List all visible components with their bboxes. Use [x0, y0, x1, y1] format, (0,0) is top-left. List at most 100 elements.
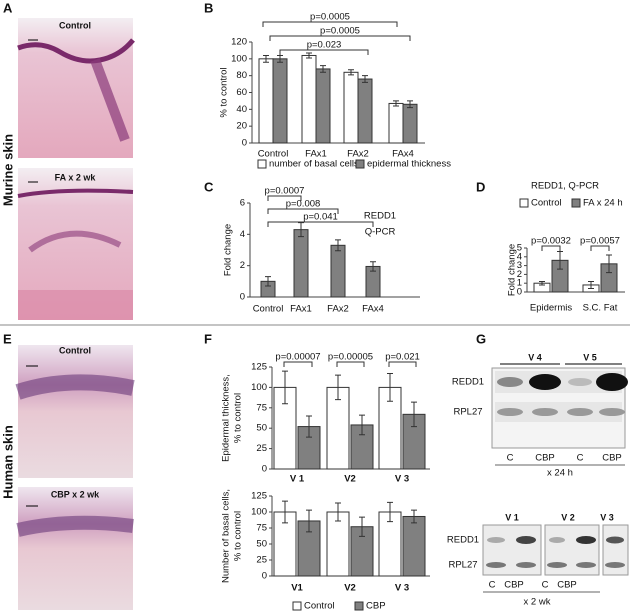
- y-tick-label: 100: [231, 53, 247, 64]
- x-tick-label: V2: [344, 583, 356, 594]
- bar: [301, 54, 317, 144]
- panel-label: D: [476, 179, 485, 194]
- image-label: Control: [59, 20, 91, 30]
- x-tick-label: Epidermis: [530, 303, 572, 314]
- significance-bracket: [283, 361, 313, 367]
- lane-label: C: [577, 453, 584, 464]
- y-tick-label: 1: [517, 278, 522, 289]
- p-value: p=0.0007: [265, 186, 305, 197]
- p-value: p=0.00005: [328, 352, 373, 363]
- y-axis-label: Epidermal thickness,: [221, 374, 232, 462]
- p-value: p=0.0005: [310, 12, 350, 23]
- x-tick-label: S.C. Fat: [583, 303, 618, 314]
- chart-label: Q-PCR: [365, 227, 396, 238]
- bar: [357, 78, 373, 144]
- error-bar: [335, 374, 341, 401]
- error-bar: [359, 516, 365, 537]
- y-tick-label: 50: [256, 423, 267, 434]
- blot-group: V 4: [528, 352, 542, 362]
- y-tick-label: 5: [517, 243, 522, 254]
- error-bar: [539, 280, 545, 286]
- y-axis-label: Fold change: [507, 244, 518, 296]
- error-bar: [298, 222, 304, 238]
- y-tick-label: 75: [256, 402, 267, 413]
- error-bar: [606, 254, 612, 274]
- error-bar: [348, 69, 354, 76]
- legend-swatch: [292, 601, 302, 611]
- p-value: p=0.0032: [531, 236, 571, 247]
- bar: [272, 58, 288, 144]
- legend-swatch: [571, 198, 581, 208]
- legend-label: number of basal cells: [269, 159, 359, 170]
- x-tick-label: V 3: [395, 474, 409, 485]
- x-tick-label: FAx4: [392, 149, 414, 160]
- lane-label: CBP: [504, 580, 524, 591]
- y-tick-label: 4: [240, 229, 245, 240]
- x-tick-label: Control: [253, 304, 284, 315]
- x-tick-label: FAx1: [305, 149, 327, 160]
- x-tick-label: Control: [258, 149, 289, 160]
- error-bar: [370, 261, 376, 272]
- y-tick-label: 4: [517, 251, 522, 262]
- y-axis-label: Fold change: [223, 224, 234, 276]
- error-bar: [387, 501, 393, 523]
- legend-label: epidermal thickness: [367, 159, 451, 170]
- lane-label: C: [489, 580, 496, 591]
- panel-label: C: [204, 179, 214, 194]
- error-bar: [335, 239, 341, 252]
- blot-group: V 5: [583, 352, 597, 362]
- legend-label: CBP: [366, 601, 386, 612]
- error-bar: [407, 100, 413, 109]
- histology-image: CBP x 2 wk: [16, 487, 134, 610]
- significance-bracket: [269, 35, 411, 41]
- error-bar: [359, 414, 365, 436]
- x-tick-label: FAx1: [290, 304, 312, 315]
- panel-label: G: [476, 331, 486, 346]
- y-tick-label: 0: [262, 571, 267, 582]
- lane-label: CBP: [557, 580, 577, 591]
- error-bar: [557, 251, 563, 270]
- p-value: p=0.0057: [580, 236, 620, 247]
- bar: [330, 244, 346, 298]
- p-value: p=0.041: [303, 212, 338, 223]
- bar: [343, 71, 359, 144]
- bar: [326, 511, 350, 577]
- error-bar: [320, 65, 326, 73]
- legend-label: Control: [531, 198, 562, 209]
- blot: V 1 V 2 V 3 REDD1 RPL27 C CBP C CBP x 2 …: [447, 512, 629, 608]
- significance-bracket: [336, 361, 365, 367]
- p-value: p=0.0005: [320, 26, 360, 37]
- blot-group: V 3: [600, 512, 614, 522]
- error-bar: [411, 509, 417, 524]
- blot-row: REDD1: [447, 535, 479, 546]
- image-label: CBP x 2 wk: [51, 489, 100, 499]
- error-bar: [335, 502, 341, 522]
- chart-title: REDD1, Q-PCR: [531, 181, 599, 192]
- error-bar: [306, 509, 312, 533]
- bar: [402, 515, 426, 577]
- lane-label: CBP: [535, 453, 555, 464]
- y-tick-label: 125: [251, 491, 267, 502]
- treatment: x 24 h: [547, 468, 573, 479]
- significance-bracket: [267, 195, 302, 201]
- bar: [315, 68, 331, 144]
- error-bar: [588, 280, 594, 289]
- x-tick-label: V2: [344, 474, 356, 485]
- histology-image: FA x 2 wk: [17, 168, 134, 320]
- chart-label: REDD1: [364, 211, 396, 222]
- y-tick-label: 25: [256, 555, 267, 566]
- blot: V 4 V 5 REDD1 RPL27 C CBP C CBP x 24 h: [452, 352, 628, 479]
- significance-bracket: [541, 245, 561, 251]
- x-tick-label: FAx4: [362, 304, 384, 315]
- p-value: p=0.021: [385, 352, 420, 363]
- blot-row: REDD1: [452, 377, 484, 388]
- p-value: p=0.023: [307, 40, 342, 51]
- y-tick-label: 60: [236, 87, 247, 98]
- x-tick-label: FAx2: [327, 304, 349, 315]
- y-tick-label: 20: [236, 121, 247, 132]
- error-bar: [393, 100, 399, 107]
- y-tick-label: 40: [236, 104, 247, 115]
- histology-image: Control: [17, 18, 135, 158]
- bar: [402, 103, 418, 144]
